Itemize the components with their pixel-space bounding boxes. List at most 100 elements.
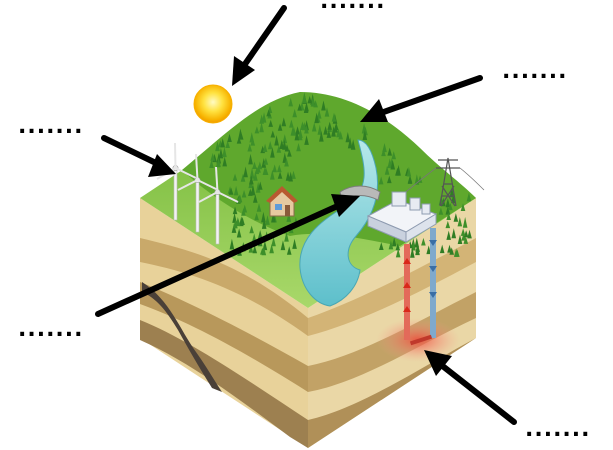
- tree: [276, 164, 282, 173]
- tree: [250, 138, 256, 146]
- tree: [395, 248, 401, 258]
- tree: [291, 127, 297, 136]
- arrow-to-wind-turbines: [101, 135, 176, 177]
- tree: [241, 189, 247, 198]
- tree: [391, 237, 397, 247]
- tree: [271, 212, 276, 223]
- tree: [460, 228, 466, 236]
- tree: [467, 229, 472, 239]
- tree: [286, 211, 292, 222]
- tree: [460, 203, 466, 211]
- tree: [270, 130, 276, 138]
- arrow-to-hill: [360, 75, 483, 122]
- left-strata-2: [140, 282, 308, 392]
- arrow-to-sun: [232, 5, 287, 86]
- tree: [222, 146, 227, 158]
- tree: [391, 151, 397, 160]
- tree: [461, 232, 466, 241]
- arrow-to-dam: [95, 194, 360, 317]
- wind-turbine-2: [177, 153, 219, 233]
- tree: [445, 220, 451, 229]
- blank-label-mid-left: .......: [18, 317, 84, 342]
- tree: [462, 217, 468, 228]
- tree: [378, 176, 384, 185]
- tree: [286, 246, 292, 255]
- tree: [347, 137, 353, 149]
- tree: [281, 117, 287, 127]
- tree: [407, 175, 413, 184]
- tree: [236, 228, 242, 238]
- tree: [421, 237, 426, 246]
- tree: [257, 161, 263, 170]
- tree: [256, 203, 262, 212]
- tree: [307, 96, 312, 104]
- tree: [270, 169, 275, 180]
- tree: [261, 218, 267, 229]
- geothermal-plant-icon: [366, 191, 438, 243]
- fault-line: [142, 282, 222, 392]
- tree: [438, 207, 444, 215]
- tree: [415, 244, 420, 256]
- tree: [216, 157, 221, 167]
- tree: [466, 192, 472, 202]
- tree: [261, 246, 267, 256]
- tree: [288, 97, 293, 107]
- tree: [269, 243, 274, 254]
- tree: [292, 238, 297, 249]
- tree: [250, 184, 256, 196]
- tree: [457, 216, 463, 227]
- tree: [284, 157, 289, 167]
- tree: [345, 131, 351, 143]
- tree: [227, 133, 232, 143]
- tree: [215, 141, 220, 152]
- tree: [314, 112, 319, 124]
- tree: [242, 204, 248, 213]
- tree: [210, 153, 216, 161]
- tree: [292, 108, 297, 118]
- tree: [267, 141, 273, 150]
- tree: [381, 148, 386, 157]
- tree: [261, 158, 267, 168]
- tree: [439, 244, 445, 254]
- tree: [218, 148, 224, 159]
- left-strata-3: [140, 320, 308, 448]
- ground-block: [140, 198, 476, 448]
- tree: [447, 244, 452, 253]
- tree: [298, 128, 303, 139]
- tree: [304, 124, 309, 134]
- tree: [236, 136, 242, 144]
- tree: [274, 135, 279, 146]
- tree: [288, 171, 293, 182]
- tree: [384, 165, 390, 175]
- house-icon: [266, 186, 298, 217]
- tree: [304, 135, 309, 145]
- tree: [240, 217, 245, 225]
- tree: [232, 173, 238, 181]
- tree: [248, 244, 254, 253]
- tree: [259, 114, 264, 124]
- tree: [222, 156, 227, 167]
- blank-label-upper-right: .......: [502, 59, 568, 84]
- tree: [268, 119, 274, 127]
- tree: [254, 166, 260, 175]
- tree: [284, 231, 289, 242]
- tree: [453, 213, 459, 222]
- tree: [321, 100, 326, 111]
- tree: [249, 175, 254, 185]
- tree: [220, 138, 225, 148]
- tree: [323, 126, 328, 135]
- tree: [235, 216, 241, 227]
- tree: [252, 245, 258, 254]
- tree: [448, 203, 453, 211]
- tree: [388, 240, 394, 250]
- tree: [445, 205, 451, 215]
- blank-label-lower-right: .......: [525, 417, 591, 442]
- tree: [263, 157, 269, 165]
- tree: [225, 140, 230, 148]
- wind-turbine-3: [198, 166, 239, 245]
- tree: [338, 131, 343, 140]
- tree: [378, 242, 384, 250]
- tree: [232, 212, 237, 223]
- tree: [387, 147, 392, 156]
- tree: [228, 187, 234, 195]
